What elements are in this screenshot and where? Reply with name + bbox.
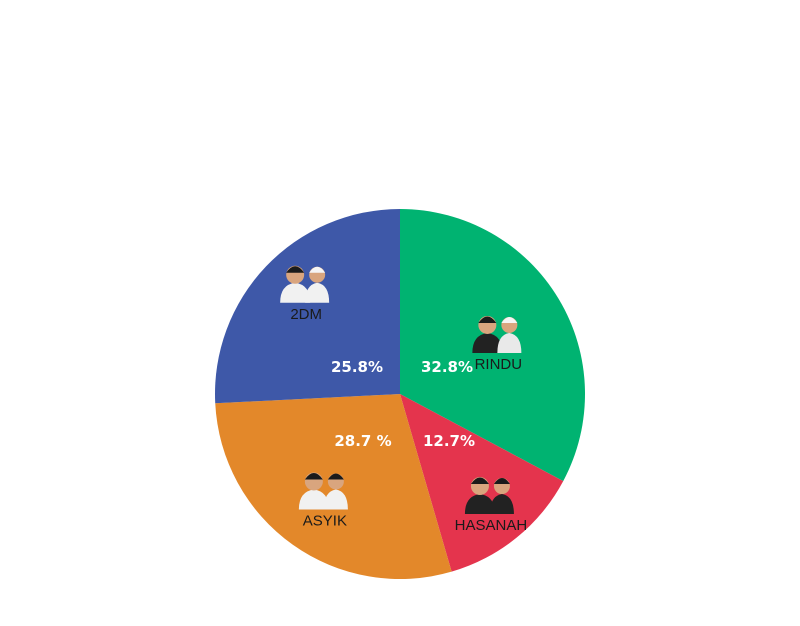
- pie-slices: [215, 209, 585, 579]
- slice-percent-asyik: 28.7 %: [334, 432, 391, 450]
- slice-percent-rindu: 32.8%: [421, 358, 473, 376]
- slice-name-rindu: RINDU: [475, 356, 523, 373]
- slice-name-asyik: ASYIK: [303, 512, 347, 529]
- slice-name-hasanah: HASANAH: [455, 517, 528, 534]
- slice-name-2dm: 2DM: [290, 306, 322, 323]
- slice-percent-2dm: 25.8%: [331, 358, 383, 376]
- candidate-pair-photo-icon: [298, 472, 348, 510]
- candidate-pair-photo-icon: [464, 477, 514, 515]
- candidate-pair-photo-icon: [472, 315, 522, 353]
- candidate-photos: [280, 265, 522, 515]
- pie-slice-2dm: [215, 209, 400, 404]
- slice-percent-hasanah: 12.7%: [423, 432, 475, 450]
- candidate-pair-photo-icon: [280, 265, 330, 303]
